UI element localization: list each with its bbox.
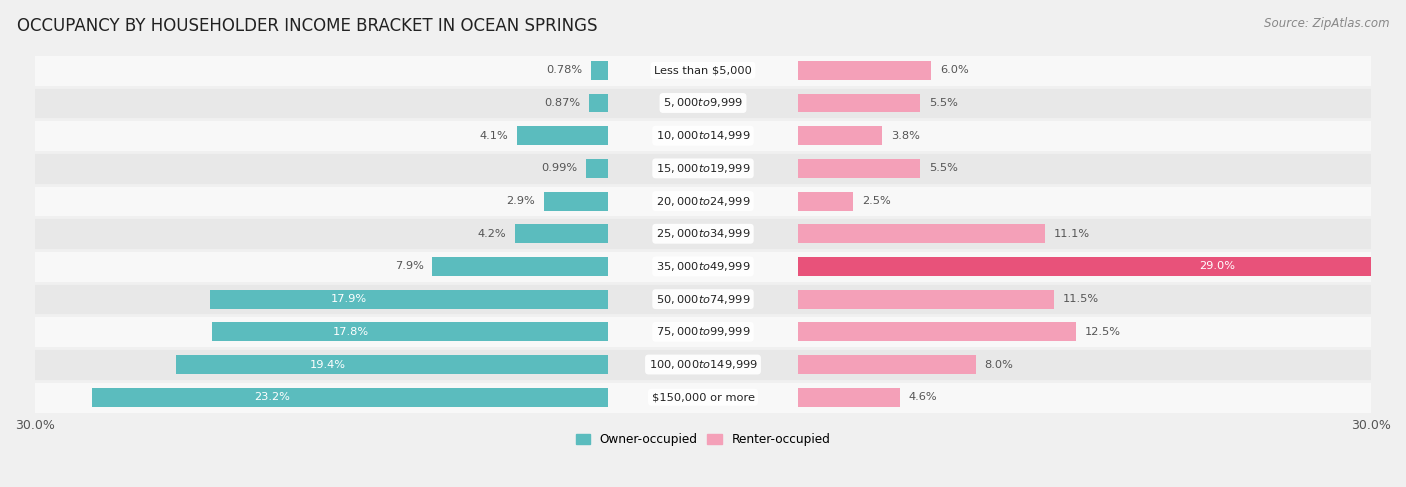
Text: 5.5%: 5.5%: [929, 163, 957, 173]
Text: 17.8%: 17.8%: [333, 327, 368, 337]
Text: 11.5%: 11.5%: [1063, 294, 1098, 304]
Bar: [797, 61, 931, 80]
Text: 0.99%: 0.99%: [541, 163, 578, 173]
Bar: [515, 225, 609, 243]
Text: 11.1%: 11.1%: [1053, 229, 1090, 239]
Text: 7.9%: 7.9%: [395, 262, 423, 271]
Text: 29.0%: 29.0%: [1199, 262, 1236, 271]
Text: 0.78%: 0.78%: [546, 65, 582, 75]
Text: 23.2%: 23.2%: [254, 392, 291, 402]
Text: $100,000 to $149,999: $100,000 to $149,999: [648, 358, 758, 371]
FancyBboxPatch shape: [35, 87, 1371, 119]
Text: $20,000 to $24,999: $20,000 to $24,999: [655, 195, 751, 207]
Bar: [517, 126, 609, 145]
Text: 4.1%: 4.1%: [479, 131, 508, 141]
Text: 5.5%: 5.5%: [929, 98, 957, 108]
Text: 12.5%: 12.5%: [1085, 327, 1121, 337]
Text: $5,000 to $9,999: $5,000 to $9,999: [664, 96, 742, 110]
Bar: [797, 322, 1076, 341]
Bar: [797, 225, 1045, 243]
Text: $15,000 to $19,999: $15,000 to $19,999: [655, 162, 751, 175]
FancyBboxPatch shape: [35, 185, 1371, 217]
Legend: Owner-occupied, Renter-occupied: Owner-occupied, Renter-occupied: [571, 428, 835, 450]
Bar: [797, 388, 900, 407]
Bar: [586, 159, 609, 178]
FancyBboxPatch shape: [35, 119, 1371, 152]
FancyBboxPatch shape: [35, 250, 1371, 283]
Bar: [797, 355, 976, 374]
Text: 8.0%: 8.0%: [984, 359, 1014, 370]
Bar: [544, 191, 609, 210]
FancyBboxPatch shape: [35, 152, 1371, 185]
Text: $35,000 to $49,999: $35,000 to $49,999: [655, 260, 751, 273]
FancyBboxPatch shape: [35, 316, 1371, 348]
Bar: [212, 322, 609, 341]
Text: 19.4%: 19.4%: [309, 359, 346, 370]
Bar: [797, 191, 853, 210]
Bar: [589, 94, 609, 112]
Text: 6.0%: 6.0%: [941, 65, 969, 75]
Text: 4.2%: 4.2%: [477, 229, 506, 239]
FancyBboxPatch shape: [35, 54, 1371, 87]
Text: $10,000 to $14,999: $10,000 to $14,999: [655, 129, 751, 142]
Text: $75,000 to $99,999: $75,000 to $99,999: [655, 325, 751, 338]
Bar: [176, 355, 609, 374]
Bar: [797, 94, 920, 112]
Bar: [433, 257, 609, 276]
Bar: [209, 290, 609, 309]
Bar: [797, 290, 1053, 309]
Text: $150,000 or more: $150,000 or more: [651, 392, 755, 402]
Text: $50,000 to $74,999: $50,000 to $74,999: [655, 293, 751, 306]
Bar: [91, 388, 609, 407]
Text: 4.6%: 4.6%: [910, 392, 938, 402]
Text: Source: ZipAtlas.com: Source: ZipAtlas.com: [1264, 17, 1389, 30]
Text: $25,000 to $34,999: $25,000 to $34,999: [655, 227, 751, 240]
Text: Less than $5,000: Less than $5,000: [654, 65, 752, 75]
Text: OCCUPANCY BY HOUSEHOLDER INCOME BRACKET IN OCEAN SPRINGS: OCCUPANCY BY HOUSEHOLDER INCOME BRACKET …: [17, 17, 598, 35]
FancyBboxPatch shape: [35, 283, 1371, 316]
FancyBboxPatch shape: [35, 217, 1371, 250]
Bar: [797, 126, 882, 145]
Bar: [797, 257, 1406, 276]
Text: 3.8%: 3.8%: [891, 131, 920, 141]
Bar: [797, 159, 920, 178]
Bar: [591, 61, 609, 80]
Text: 0.87%: 0.87%: [544, 98, 581, 108]
Text: 2.9%: 2.9%: [506, 196, 534, 206]
Text: 17.9%: 17.9%: [332, 294, 367, 304]
FancyBboxPatch shape: [35, 348, 1371, 381]
FancyBboxPatch shape: [35, 381, 1371, 413]
Text: 2.5%: 2.5%: [862, 196, 891, 206]
